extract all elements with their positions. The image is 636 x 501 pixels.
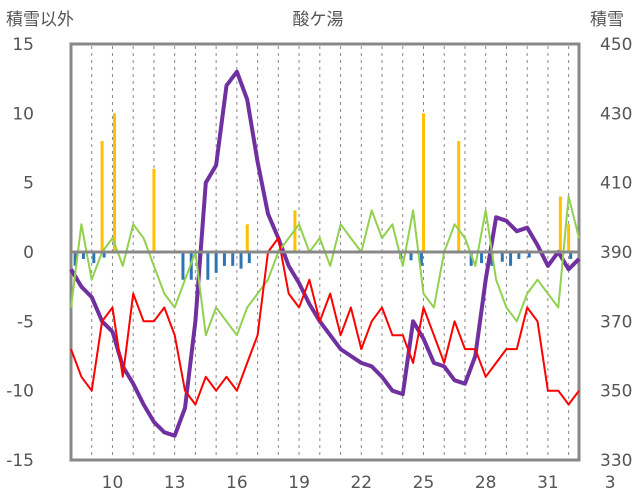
x-tick-label: 31 xyxy=(537,473,559,493)
left-axis-ticks: 15 10 5 0 -5 -10 -15 xyxy=(6,35,34,471)
snowfall-bar xyxy=(457,141,461,252)
snow_depth-line xyxy=(69,69,581,438)
right-axis-title: 積雪 xyxy=(590,10,624,30)
precip_neg-bar xyxy=(527,252,531,258)
x-tick-label: 19 xyxy=(288,473,310,493)
left-axis-title: 積雪以外 xyxy=(6,10,74,30)
left-tick-label: 5 xyxy=(23,174,34,194)
precip_neg-bar xyxy=(92,252,96,264)
precip_neg-bar xyxy=(500,252,504,262)
right-tick-label: 330 xyxy=(600,451,632,471)
precip_neg-bar xyxy=(409,252,413,261)
snowfall-bar xyxy=(421,113,425,252)
precip_neg-bar xyxy=(214,252,218,273)
left-tick-label: -15 xyxy=(6,451,34,471)
right-tick-label: 430 xyxy=(600,104,632,124)
precip_neg-bar xyxy=(222,252,226,266)
min_temp-line xyxy=(70,237,580,406)
precip_neg-bar xyxy=(419,252,423,266)
precip_neg-bar xyxy=(569,252,573,259)
precip_neg-bar xyxy=(247,252,251,264)
x-axis-ticks: 101316192225283136 xyxy=(102,473,616,493)
right-tick-label: 350 xyxy=(600,382,632,402)
x-tick-label: 16 xyxy=(226,473,248,493)
precip_neg-bar xyxy=(81,252,85,259)
precip_neg-bar xyxy=(102,252,106,258)
x-tick-label: 3 xyxy=(605,473,616,493)
precip_neg-bar xyxy=(181,252,185,280)
snowfall-bar xyxy=(100,141,104,252)
x-tick-label: 22 xyxy=(350,473,372,493)
right-tick-label: 410 xyxy=(600,174,632,194)
precip_neg-bar xyxy=(517,252,521,259)
precip_neg-bar xyxy=(490,252,494,266)
x-tick-label: 25 xyxy=(413,473,435,493)
x-tick-label: 28 xyxy=(475,473,497,493)
snowfall-bar xyxy=(245,224,249,252)
right-tick-label: 390 xyxy=(600,243,632,263)
x-tick-label: 10 xyxy=(102,473,124,493)
precip_neg-bar xyxy=(469,252,473,266)
snowfall-bar xyxy=(558,196,562,252)
snowfall-bar xyxy=(567,224,571,252)
right-axis-ticks: 450 430 410 390 370 350 330 xyxy=(600,35,632,471)
left-tick-label: 10 xyxy=(12,104,34,124)
precip_neg-bar xyxy=(509,252,513,266)
precip_neg-bar xyxy=(206,252,210,280)
precip_neg-bar xyxy=(231,252,235,266)
x-tick-label: 13 xyxy=(164,473,186,493)
right-tick-label: 450 xyxy=(600,35,632,55)
precip_neg-bar xyxy=(239,252,243,269)
snowfall-bar xyxy=(152,168,156,252)
right-tick-label: 370 xyxy=(600,312,632,332)
snowfall-bar xyxy=(113,113,117,252)
plot-area xyxy=(69,42,581,462)
precip_neg-bar xyxy=(73,252,77,266)
left-tick-label: 15 xyxy=(12,35,34,55)
chart-title: 酸ケ湯 xyxy=(293,10,344,30)
precip_neg-bar xyxy=(480,252,484,264)
left-tick-label: -10 xyxy=(6,382,34,402)
left-tick-label: -5 xyxy=(17,312,34,332)
left-tick-label: 0 xyxy=(23,243,34,263)
